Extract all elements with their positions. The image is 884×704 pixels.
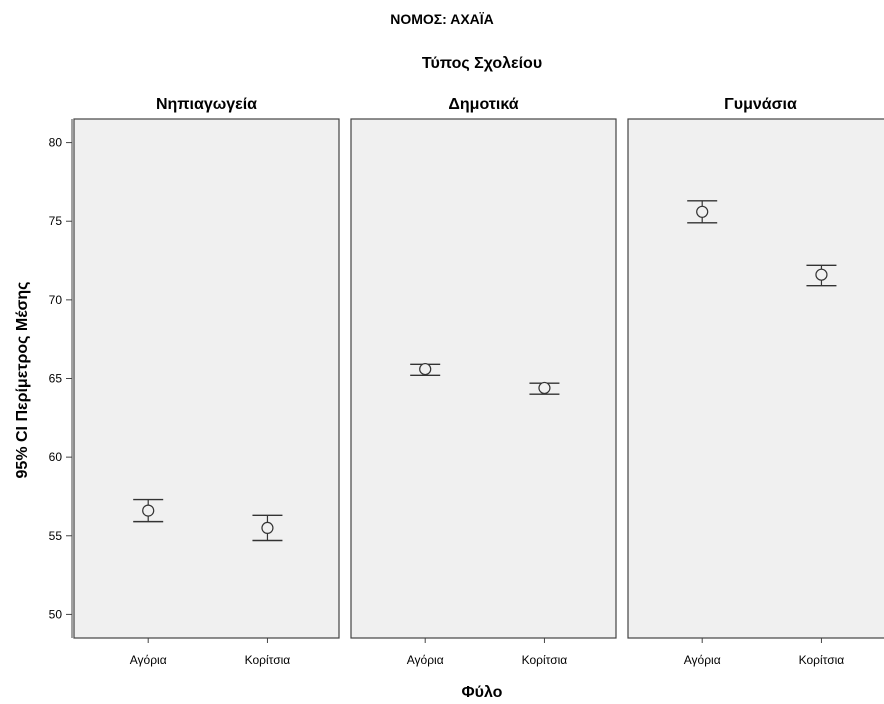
mean-marker xyxy=(815,268,828,281)
y-tick-label: 60 xyxy=(49,450,63,464)
error-bar-point xyxy=(529,381,560,395)
error-bar-point xyxy=(806,264,837,287)
panel-title: Γυμνάσια xyxy=(724,96,797,113)
panel: Γυμνάσια Αγόρια Κορίτσια xyxy=(627,96,884,667)
panel: Νηπιαγωγεία Αγόρια Κορίτσια xyxy=(73,96,340,667)
mean-marker xyxy=(261,521,274,535)
mean-marker xyxy=(142,504,155,517)
mean-marker xyxy=(538,381,551,395)
y-tick-label: 80 xyxy=(49,136,63,150)
x-tick-label: Αγόρια xyxy=(407,653,444,667)
y-tick-label: 65 xyxy=(49,372,63,386)
y-tick-label: 50 xyxy=(49,607,63,621)
chart-panels: Νηπιαγωγεία Αγόρια Κορίτσια Δημοτικά Αγόρια Κ… xyxy=(73,96,884,667)
y-tick-label: 70 xyxy=(49,293,63,307)
error-bar-point xyxy=(687,200,718,224)
y-axis-label: 95% CI Περίμετρος Μέσης xyxy=(14,282,31,479)
x-tick-label: Κορίτσια xyxy=(799,653,845,667)
error-bar-point xyxy=(410,362,441,377)
x-tick-label: Αγόρια xyxy=(130,653,167,667)
error-bar-point xyxy=(252,514,283,542)
error-bar-point xyxy=(133,498,164,523)
panel-title: Νηπιαγωγεία xyxy=(156,96,257,113)
mean-marker xyxy=(419,362,432,376)
x-tick-label: Κορίτσια xyxy=(245,653,291,667)
panel-variable-title: Τύπος Σχολείου xyxy=(422,55,542,72)
y-tick-label: 55 xyxy=(49,529,63,543)
panel-frame xyxy=(627,118,884,639)
panel-frame xyxy=(350,118,617,639)
y-axis: 50 55 60 65 70 75 80 xyxy=(49,119,73,638)
x-tick-label: Κορίτσια xyxy=(522,653,568,667)
mean-marker xyxy=(696,205,709,218)
x-tick-label: Αγόρια xyxy=(684,653,721,667)
chart-title: ΝΟΜΟΣ: ΑΧΑΪΑ xyxy=(390,11,494,27)
panel-title: Δημοτικά xyxy=(448,96,518,113)
panel: Δημοτικά Αγόρια Κορίτσια xyxy=(350,96,617,667)
panel-frame xyxy=(73,118,340,639)
y-tick-label: 75 xyxy=(49,214,63,228)
x-axis-label: Φύλο xyxy=(462,684,503,701)
